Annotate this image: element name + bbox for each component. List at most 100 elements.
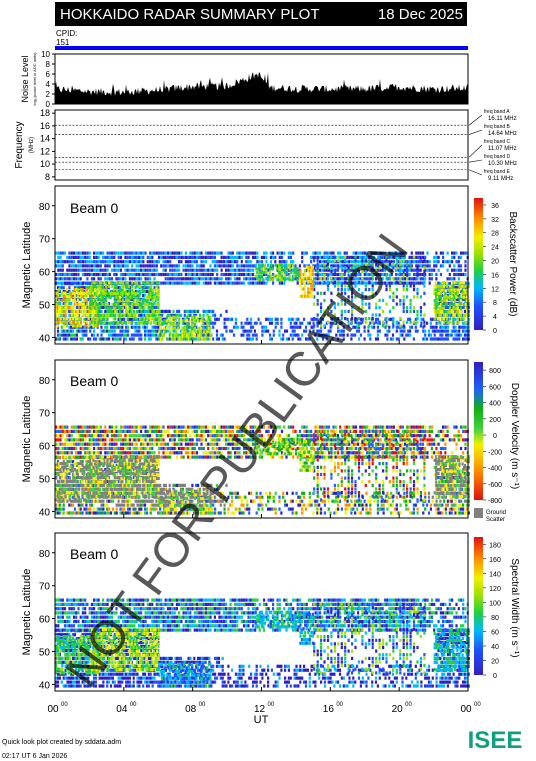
scatter-cell [61, 277, 64, 281]
scatter-cell [159, 309, 162, 313]
latitude-tick-label: 60 [39, 268, 51, 279]
scatter-cell [91, 511, 94, 515]
scatter-cell [330, 324, 333, 328]
scatter-cell [385, 266, 388, 270]
scatter-cell [112, 306, 115, 310]
scatter-cell [406, 309, 409, 313]
scatter-cell [342, 325, 345, 329]
scatter-cell [342, 333, 345, 337]
scatter-cell [173, 277, 176, 281]
scatter-cell [416, 269, 419, 274]
scatter-cell [195, 483, 198, 487]
scatter-cell [96, 317, 99, 321]
scatter-cell [383, 268, 387, 272]
scatter-cell [320, 320, 323, 324]
scatter-cell [392, 295, 395, 299]
scatter-cell [259, 495, 262, 499]
scatter-cell [202, 281, 205, 285]
scatter-cell [68, 471, 71, 476]
scatter-cell [99, 272, 102, 277]
scatter-cell [227, 255, 230, 259]
scatter-cell [458, 302, 461, 307]
scatter-cell [140, 299, 143, 303]
scatter-cell [368, 280, 371, 284]
scatter-cell [296, 270, 299, 275]
scatter-cell [318, 321, 321, 325]
scatter-cell [248, 321, 251, 325]
scatter-cell [249, 272, 252, 277]
scatter-cell [197, 330, 200, 334]
scatter-cell [111, 310, 114, 314]
scatter-cell [92, 306, 95, 310]
scatter-cell [161, 317, 164, 321]
scatter-cell [106, 310, 109, 314]
scatter-cell [269, 277, 272, 281]
scatter-cell [129, 295, 132, 299]
scatter-cell [75, 483, 78, 487]
scatter-cell [354, 325, 357, 329]
scatter-cell [123, 292, 126, 296]
scatter-cell [117, 264, 120, 268]
scatter-cell [149, 297, 152, 302]
scatter-cell [263, 325, 266, 329]
scatter-cell [290, 278, 293, 282]
scatter-cell [97, 295, 100, 299]
scatter-cell [375, 313, 378, 317]
scatter-cell [138, 503, 141, 507]
scatter-cell [429, 507, 432, 511]
scatter-cell [75, 317, 78, 321]
scatter-cell [456, 317, 459, 321]
scatter-cell [325, 268, 328, 272]
scatter-cell [167, 319, 170, 323]
scatter-cell [56, 460, 60, 464]
scatter-cell [121, 309, 124, 313]
scatter-cell [229, 281, 232, 285]
scatter-cell [70, 337, 73, 341]
scatter-cell [373, 495, 376, 499]
scatter-cell [263, 272, 266, 277]
scatter-cell [140, 268, 143, 272]
scatter-cell [240, 499, 243, 503]
scatter-cell [295, 491, 298, 495]
scatter-cell [56, 317, 60, 321]
scatter-cell [272, 251, 275, 255]
scatter-cell [115, 503, 118, 507]
scatter-cell [435, 306, 438, 310]
scatter-cell [72, 329, 75, 333]
scatter-cell [395, 511, 398, 515]
scatter-cell [55, 298, 58, 303]
scatter-cell [70, 491, 73, 495]
scatter-cell [84, 264, 87, 268]
velocity-scatter [55, 425, 470, 515]
scatter-cell [287, 255, 290, 259]
scatter-cell [151, 310, 154, 314]
scatter-cell [354, 266, 357, 270]
scatter-cell [395, 262, 398, 266]
scatter-cell [458, 281, 461, 285]
scatter-cell [350, 255, 353, 259]
scatter-cell [279, 270, 282, 275]
scatter-cell [159, 330, 162, 334]
scatter-cell [111, 281, 114, 285]
scatter-cell [459, 317, 463, 321]
scatter-cell [374, 277, 378, 281]
scatter-cell [414, 329, 417, 333]
scatter-cell [97, 306, 100, 310]
scatter-cell [121, 288, 125, 292]
scatter-cell [149, 309, 152, 313]
scatter-cell [453, 272, 456, 277]
scatter-cell [385, 273, 388, 277]
scatter-cell [134, 317, 137, 321]
scatter-cell [90, 306, 93, 310]
scatter-cell [169, 330, 172, 334]
scatter-cell [444, 310, 447, 314]
scatter-cell [344, 259, 347, 263]
scatter-cell [64, 309, 67, 313]
scatter-cell [66, 281, 69, 285]
scatter-cell [172, 329, 175, 333]
scatter-cell [146, 299, 149, 303]
scatter-cell [189, 495, 192, 499]
scatter-cell [178, 272, 181, 277]
scatter-cell [242, 495, 245, 499]
scatter-cell [151, 503, 154, 507]
